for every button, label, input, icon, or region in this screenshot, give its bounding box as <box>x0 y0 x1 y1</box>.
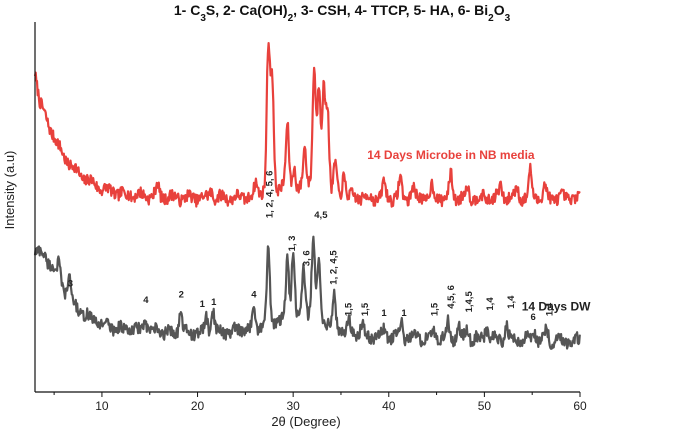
peak-label: 4 <box>143 295 149 306</box>
x-tick-label: 60 <box>573 399 587 413</box>
title-part: 2 <box>288 13 294 24</box>
peak-label: 4,5, 6 <box>446 285 457 309</box>
peak-label: 1 <box>211 297 217 308</box>
peak-label: 1, 3 <box>287 236 298 252</box>
peak-label: 1 <box>200 299 206 310</box>
series-label-2: 14 Days DW <box>522 300 591 314</box>
peak-label: 2 <box>179 290 184 301</box>
series-line-1 <box>33 41 581 208</box>
chart-title: 1- C3S, 2- Ca(OH)2, 3- CSH, 4- TTCP, 5- … <box>174 2 511 24</box>
y-axis-label: Intensity (a.u) <box>2 151 17 230</box>
title-part: O <box>494 2 505 18</box>
peak-label: 1, 2, 4,5 <box>328 250 339 285</box>
peak-label: 1,5 <box>344 302 355 316</box>
peak-label: 3, 6 <box>302 250 313 266</box>
title-part: , 3- CSH, 4- TTCP, 5- HA, 6- Bi <box>293 2 488 18</box>
peak-label: 1,4 <box>506 295 517 309</box>
title-part: 1- C <box>174 2 200 18</box>
peak-label: 1 <box>381 308 387 319</box>
x-tick-label: 20 <box>191 399 205 413</box>
title-part: 3 <box>200 13 206 24</box>
x-tick-label: 40 <box>382 399 396 413</box>
series-layer <box>33 41 581 350</box>
x-tick-label: 10 <box>95 399 109 413</box>
x-axis-label: 2θ (Degree) <box>271 414 340 429</box>
title-part: 2 <box>488 13 494 24</box>
peak-label: 1,4 <box>485 297 496 311</box>
peak-label: 4 <box>251 290 257 301</box>
peak-label: 1,4,5 <box>464 291 475 313</box>
peak-annotations: 14 Days Microbe in NB media 14 Days DW 3 4 2… <box>68 148 591 323</box>
peak-label: 6 <box>531 312 536 323</box>
peak-label: 4,5 <box>314 210 328 221</box>
title-part: 3 <box>505 13 511 24</box>
series-label-1: 14 Days Microbe in NB media <box>367 148 535 162</box>
peak-label: 1 <box>401 308 407 319</box>
x-tick-label: 50 <box>478 399 492 413</box>
title-part: S, 2- Ca(OH) <box>206 2 288 18</box>
axes-layer: 10 20 30 40 50 60 <box>34 22 587 413</box>
x-tick-label: 30 <box>286 399 300 413</box>
peak-label: 1,4 <box>544 302 555 316</box>
series-line-2 <box>33 235 581 350</box>
peak-label: 1,5 <box>430 302 441 316</box>
peak-label: 1, 2, 4, 5, 6 <box>264 171 275 219</box>
peak-label: 3 <box>68 279 73 290</box>
peak-label: 1,5 <box>360 302 371 316</box>
